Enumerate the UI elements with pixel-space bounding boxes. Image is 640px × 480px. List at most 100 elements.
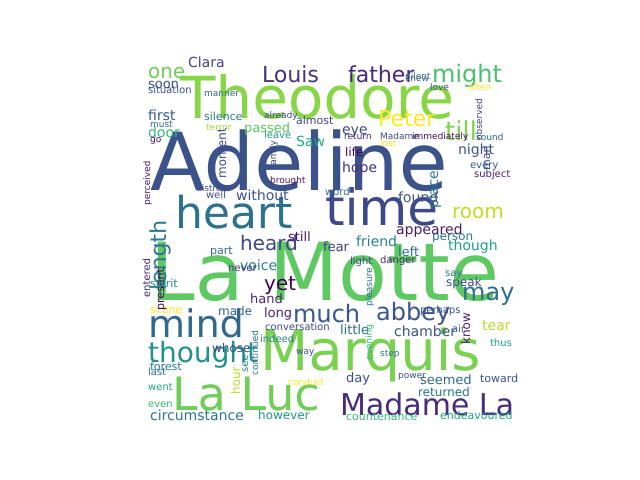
cloud-word: indeed (260, 334, 294, 345)
cloud-word: way (296, 347, 315, 357)
cloud-word: well (206, 190, 226, 201)
cloud-word: mind (148, 302, 244, 346)
cloud-word: part (210, 244, 233, 257)
cloud-word: silence (204, 110, 243, 123)
cloud-word: returned (418, 385, 470, 399)
cloud-word: little (340, 323, 369, 338)
cloud-word: life (345, 145, 363, 159)
cloud-word: hope (342, 160, 377, 176)
cloud-word: pleasure (365, 267, 375, 306)
cloud-word: present (154, 267, 167, 310)
cloud-word: say (445, 268, 462, 279)
cloud-word: may (462, 278, 514, 306)
cloud-word: Peter (378, 107, 436, 132)
cloud-word: till (445, 117, 477, 147)
cloud-word: knew (405, 74, 429, 84)
cloud-word: heart (175, 188, 292, 239)
cloud-word: Madame (380, 132, 419, 142)
cloud-word: however (258, 408, 310, 422)
cloud-word: see (240, 354, 251, 372)
cloud-word: subject (474, 169, 510, 180)
cloud-word: person (432, 229, 473, 243)
cloud-word: speak (446, 275, 482, 289)
cloud-word: chamber (394, 324, 456, 340)
cloud-word: immediately (412, 132, 469, 142)
cloud-word: observed (475, 98, 485, 140)
cloud-word: abbey (376, 298, 450, 326)
cloud-word: door (148, 125, 180, 141)
cloud-word: made (218, 304, 252, 318)
cloud-word: hand (250, 292, 283, 307)
cloud-word: circumstance (150, 408, 244, 424)
cloud-word: friend (356, 234, 397, 250)
cloud-word: must (150, 120, 173, 130)
cloud-word: go (150, 135, 162, 145)
cloud-word: almost (296, 114, 334, 127)
cloud-word: long (264, 306, 292, 321)
cloud-word: appeared (396, 222, 463, 238)
cloud-word: fear (323, 240, 350, 255)
cloud-word: left (398, 245, 419, 260)
cloud-word: power (398, 371, 426, 381)
cloud-word: day (346, 371, 370, 386)
cloud-word: even (148, 399, 173, 410)
cloud-word: manner (204, 89, 239, 99)
cloud-word: voice (240, 258, 277, 274)
cloud-word: conduct (288, 378, 325, 388)
cloud-word: word (325, 187, 350, 198)
cloud-word: still (288, 230, 311, 245)
cloud-word: leave (264, 130, 291, 141)
cloud-word: whose (212, 341, 250, 355)
cloud-word: know (459, 312, 473, 344)
cloud-word: continued (251, 330, 261, 375)
cloud-word: father (348, 63, 415, 88)
cloud-word: spirit (150, 277, 178, 290)
cloud-word: man (480, 146, 493, 170)
cloud-word: Adeline (150, 116, 448, 209)
cloud-word: went (148, 382, 173, 393)
cloud-word: distress (196, 184, 231, 194)
cloud-word: passed (244, 121, 290, 136)
cloud-word: without (236, 188, 289, 204)
cloud-word: Saw (296, 134, 325, 150)
cloud-word: thought (148, 336, 258, 369)
cloud-word: perceived (143, 161, 153, 205)
cloud-word: danger (380, 255, 416, 266)
cloud-word: one (148, 59, 185, 83)
cloud-word: though (448, 238, 498, 254)
cloud-word: endeavoured (440, 409, 512, 422)
cloud-word: love (430, 83, 449, 93)
cloud-word: last (148, 367, 166, 378)
cloud-word: first (148, 108, 176, 124)
cloud-word: forest (150, 360, 182, 373)
cloud-word: moment (215, 127, 229, 178)
cloud-word: return (344, 132, 372, 142)
cloud-word: hour (229, 366, 243, 394)
cloud-word: eye (342, 122, 368, 138)
cloud-word: family (269, 140, 279, 168)
cloud-word: Clara (188, 55, 225, 71)
cloud-word: sound (476, 133, 503, 143)
cloud-word: brought (270, 176, 306, 186)
cloud-word: already (264, 111, 298, 121)
cloud-word: seemed (420, 373, 472, 388)
cloud-word: soon (148, 77, 179, 92)
cloud-word: silent (406, 72, 431, 82)
cloud-word: terror (206, 123, 232, 133)
cloud-word: entered (142, 258, 153, 297)
cloud-word: length (147, 220, 172, 290)
cloud-word: night (458, 142, 495, 158)
cloud-word: lost (380, 139, 397, 149)
cloud-word: La Motte (150, 226, 499, 319)
cloud-word: time (325, 179, 438, 237)
cloud-word: room (452, 199, 504, 223)
cloud-word: never (228, 263, 258, 274)
cloud-word: every (470, 160, 498, 171)
cloud-word: Louis (262, 63, 319, 88)
cloud-word: La Luc (172, 367, 320, 421)
cloud-word: conversation (265, 322, 330, 333)
cloud-word: yet (264, 271, 296, 295)
cloud-word: scene (150, 303, 183, 316)
